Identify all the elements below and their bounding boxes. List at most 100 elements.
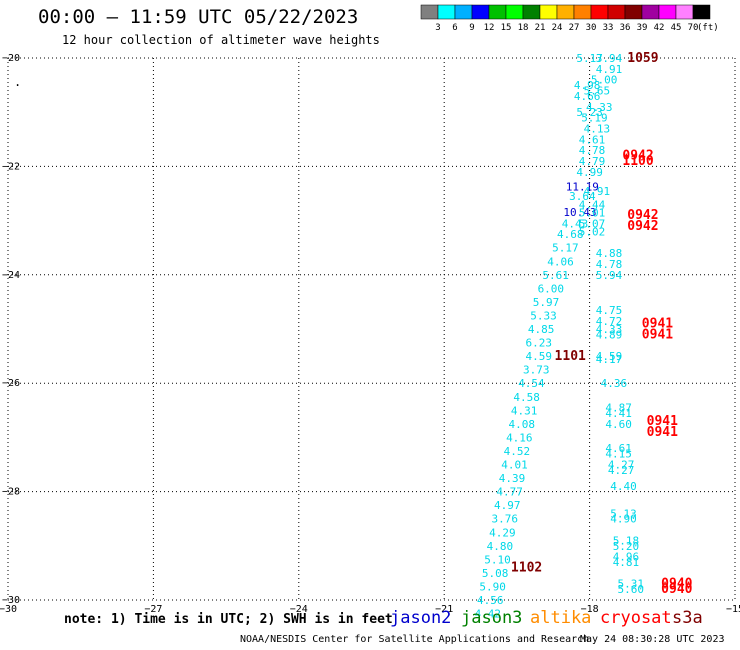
value-label-jason3: 3.73 xyxy=(523,364,550,377)
stray-dot-mark: . xyxy=(14,75,21,89)
colorbar-swatch xyxy=(607,4,626,20)
value-label-jason3: 4.08 xyxy=(508,418,535,431)
value-label-cryosat: 0942 xyxy=(627,219,658,234)
value-label-jason3: 4.66 xyxy=(574,90,601,103)
colorbar-swatch xyxy=(556,4,575,20)
colorbar-swatch xyxy=(590,4,609,20)
value-label-jason3: 4.61 xyxy=(605,442,632,455)
y-tick-label: −22 xyxy=(2,161,20,172)
page-title: 00:00 — 11:59 UTC 05/22/2023 xyxy=(38,6,359,28)
value-label-jason3: 5.17 xyxy=(552,242,579,255)
legend-jason2: jason2 xyxy=(390,608,452,628)
value-label-cryosat: 1100 xyxy=(622,154,653,169)
value-label-jason3: 4.40 xyxy=(610,480,637,493)
value-label-s3a: 1059 xyxy=(627,51,658,66)
value-label-jason3: 5.19 xyxy=(581,112,608,125)
footer-timestamp: May 24 08:30:28 UTC 2023 xyxy=(580,634,725,645)
colorbar-swatch xyxy=(658,4,677,20)
value-label-jason3: 5.13 xyxy=(610,507,637,520)
value-label-jason3: 4.58 xyxy=(513,391,540,404)
value-label-jason3: 4.29 xyxy=(489,526,516,539)
value-label-jason3: 4.36 xyxy=(601,377,628,390)
y-tick-label: −20 xyxy=(2,53,20,64)
value-label-jason3: 4.43 xyxy=(562,217,589,230)
value-label-cryosat: 0941 xyxy=(642,327,673,342)
value-label-jason3: 3.64 xyxy=(569,190,596,203)
value-label-jason3: 5.18 xyxy=(613,534,640,547)
colorbar: 3 6 9 12 15 18 21 24 27 30 33 36 39 42 45 70(ft) xyxy=(420,4,719,33)
colorbar-tick-label: 6 xyxy=(452,23,457,33)
x-tick-label: −15 xyxy=(726,604,740,615)
colorbar-tick-label: 3 xyxy=(435,23,440,33)
colorbar-tick-label: 42 xyxy=(654,23,665,33)
legend-cryosat: cryosat xyxy=(600,608,672,628)
colorbar-tick-label: 15 xyxy=(501,23,512,33)
value-label-jason3: 4.98 xyxy=(574,79,601,92)
x-tick-label: −30 xyxy=(0,604,17,615)
colorbar-tick-label: 9 xyxy=(469,23,474,33)
value-label-jason3: 5.65 xyxy=(584,85,611,98)
value-label-cryosat: 0942 xyxy=(627,208,658,223)
value-label-jason3: 5.08 xyxy=(482,567,509,580)
value-label-jason3: 3.94 xyxy=(596,52,623,65)
colorbar-swatch xyxy=(522,4,541,20)
value-label-jason3: 5.90 xyxy=(479,580,506,593)
value-label-cryosat: 0940 xyxy=(661,577,692,592)
colorbar-swatch xyxy=(573,4,592,20)
value-label-jason3: 3.76 xyxy=(492,513,519,526)
value-label-jason3: 4.90 xyxy=(610,513,637,526)
value-label-cryosat: 0941 xyxy=(647,425,678,440)
value-label-s3a: 1101 xyxy=(555,349,586,364)
value-label-jason3: 5.10 xyxy=(484,553,511,566)
y-tick-label: −24 xyxy=(2,270,20,281)
note-text: note: 1) Time is in UTC; 2) SWH is in fe… xyxy=(64,612,393,627)
value-label-jason3: 4.15 xyxy=(605,448,632,461)
value-label-jason3: 4.16 xyxy=(506,431,533,444)
value-label-cryosat: 0941 xyxy=(647,414,678,429)
value-label-jason3: 4.85 xyxy=(528,323,555,336)
value-label-jason3: 4.81 xyxy=(613,556,640,569)
value-label-jason3: 5.23 xyxy=(576,106,603,119)
colorbar-tick-label: 33 xyxy=(603,23,614,33)
colorbar-tick-label: 36 xyxy=(620,23,631,33)
value-label-jason3: 4.91 xyxy=(596,63,623,76)
value-label-jason3: 5.33 xyxy=(530,309,557,322)
colorbar-swatch xyxy=(488,4,507,20)
value-label-jason3: 4.68 xyxy=(557,228,584,241)
value-label-jason3: 4.33 xyxy=(596,323,623,336)
value-label-cryosat: 0941 xyxy=(642,317,673,332)
colorbar-tick-label: 30 xyxy=(586,23,597,33)
value-label-jason3: 5.97 xyxy=(533,296,560,309)
value-label-jason3: 4.59 xyxy=(596,350,623,363)
value-label-jason3: 4.79 xyxy=(579,155,606,168)
colorbar-tick-label: 27 xyxy=(569,23,580,33)
x-tick-label: −24 xyxy=(290,604,308,615)
colorbar-tick-label: 39 xyxy=(637,23,648,33)
legend-jason3: jason3 xyxy=(461,608,523,628)
value-label-jason3: 4.56 xyxy=(477,594,504,607)
colorbar-swatch xyxy=(471,4,490,20)
value-label-jason3: 4.72 xyxy=(596,315,623,328)
value-label-cryosat: 0942 xyxy=(622,149,653,164)
value-label-s3a: 1102 xyxy=(511,560,542,575)
value-label-cryosat: 0940 xyxy=(661,582,692,597)
x-tick-label: −18 xyxy=(581,604,599,615)
value-label-jason3: 4.78 xyxy=(579,144,606,157)
value-label-jason3: 5.60 xyxy=(618,583,645,596)
y-tick-label: −30 xyxy=(2,595,20,606)
value-label-jason3: 4.60 xyxy=(605,418,632,431)
value-label-jason3: 4.13 xyxy=(584,122,611,135)
value-label-jason3: 5.61 xyxy=(542,269,569,282)
colorbar-swatch xyxy=(675,4,694,20)
value-label-jason3: 4.99 xyxy=(576,166,603,179)
value-label-jason3: 6.23 xyxy=(525,337,552,350)
value-label-jason3: 4.44 xyxy=(579,198,606,211)
legend-s3a: s3a xyxy=(672,608,703,628)
page-subtitle: 12 hour collection of altimeter wave hei… xyxy=(62,33,380,47)
chart-marks: 11.1910.435.173.944.915.004.985.654.664.… xyxy=(475,51,693,621)
value-label-jason3: 4.96 xyxy=(613,551,640,564)
value-label-jason3: 4.59 xyxy=(525,350,552,363)
value-label-jason3: 4.78 xyxy=(596,258,623,271)
value-label-jason3: 4.88 xyxy=(596,247,623,260)
colorbar-swatch xyxy=(624,4,643,20)
